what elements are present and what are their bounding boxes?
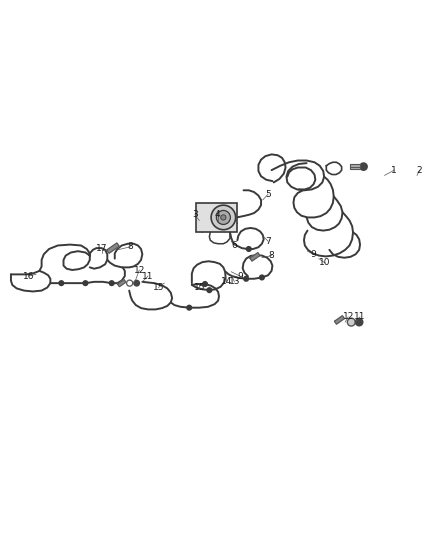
Circle shape [259, 274, 265, 280]
Text: 11: 11 [354, 312, 366, 321]
Circle shape [246, 246, 252, 252]
Text: 5: 5 [265, 190, 271, 199]
Text: 6: 6 [231, 241, 237, 250]
Text: 12: 12 [343, 312, 354, 321]
Text: 8: 8 [268, 251, 275, 260]
Circle shape [243, 276, 249, 282]
Text: 16: 16 [23, 272, 34, 281]
Polygon shape [118, 280, 126, 287]
Text: 15: 15 [153, 283, 164, 292]
Circle shape [206, 287, 212, 293]
Text: 13: 13 [229, 277, 240, 286]
Polygon shape [107, 243, 119, 253]
Text: 12: 12 [134, 265, 145, 274]
Text: 17: 17 [96, 244, 107, 253]
Circle shape [109, 280, 115, 286]
Text: 3: 3 [192, 211, 198, 219]
Circle shape [347, 318, 355, 326]
Text: 11: 11 [142, 272, 154, 281]
Text: 9: 9 [237, 272, 243, 281]
Text: 1: 1 [391, 166, 397, 175]
Circle shape [216, 211, 230, 224]
Circle shape [133, 280, 140, 287]
Circle shape [359, 162, 368, 171]
Circle shape [211, 205, 236, 230]
Circle shape [221, 215, 226, 220]
Text: 14: 14 [221, 277, 233, 286]
Text: 15: 15 [194, 283, 205, 292]
Circle shape [82, 280, 88, 286]
Text: 7: 7 [265, 237, 271, 246]
Circle shape [355, 318, 364, 327]
Text: 4: 4 [215, 211, 220, 219]
Text: 10: 10 [319, 259, 331, 268]
Polygon shape [335, 316, 344, 324]
Text: 9: 9 [310, 250, 316, 259]
Circle shape [127, 280, 133, 286]
Circle shape [202, 281, 208, 287]
Circle shape [58, 280, 64, 286]
Polygon shape [250, 253, 260, 261]
Circle shape [186, 304, 192, 311]
Text: 2: 2 [417, 166, 422, 175]
Text: 8: 8 [127, 243, 134, 251]
Bar [350, 164, 360, 169]
Bar [196, 203, 237, 232]
